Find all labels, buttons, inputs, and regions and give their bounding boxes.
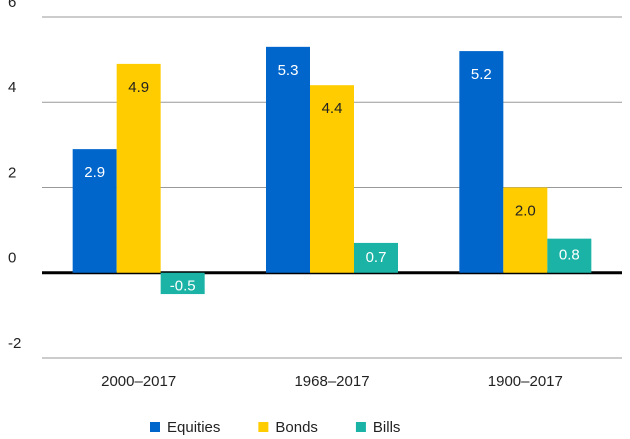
bar bbox=[310, 85, 354, 273]
x-tick-label: 2000–2017 bbox=[101, 373, 176, 390]
x-tick-label: 1968–2017 bbox=[294, 373, 369, 390]
bar bbox=[547, 238, 592, 273]
legend-label: Bills bbox=[373, 419, 401, 436]
bar bbox=[72, 149, 117, 273]
y-tick-label: -2 bbox=[8, 335, 21, 352]
y-tick-label: 4 bbox=[8, 79, 16, 96]
value-label: -0.5 bbox=[170, 277, 196, 294]
value-label: 2.0 bbox=[515, 202, 536, 219]
y-tick-label: 0 bbox=[8, 250, 16, 267]
legend-swatch bbox=[258, 422, 269, 432]
bar bbox=[266, 46, 310, 273]
bar bbox=[459, 51, 504, 273]
value-label: 4.4 bbox=[322, 100, 343, 117]
value-label: 4.9 bbox=[128, 79, 149, 96]
bar bbox=[503, 187, 548, 273]
x-tick-label: 1900–2017 bbox=[488, 373, 563, 390]
y-tick-label: 2 bbox=[8, 164, 16, 181]
value-label: 5.3 bbox=[278, 62, 299, 79]
legend-label: Bonds bbox=[275, 419, 318, 436]
value-label: 5.2 bbox=[471, 66, 492, 83]
legend-swatch bbox=[355, 422, 366, 432]
value-label: 0.8 bbox=[559, 247, 580, 264]
y-tick-label: 6 bbox=[8, 0, 16, 11]
bar bbox=[160, 272, 205, 295]
value-label: 0.7 bbox=[366, 249, 387, 266]
legend-label: Equities bbox=[167, 419, 220, 436]
legend-swatch bbox=[150, 422, 160, 432]
bar bbox=[354, 242, 398, 273]
bar bbox=[116, 63, 161, 273]
value-label: 2.9 bbox=[84, 164, 105, 181]
